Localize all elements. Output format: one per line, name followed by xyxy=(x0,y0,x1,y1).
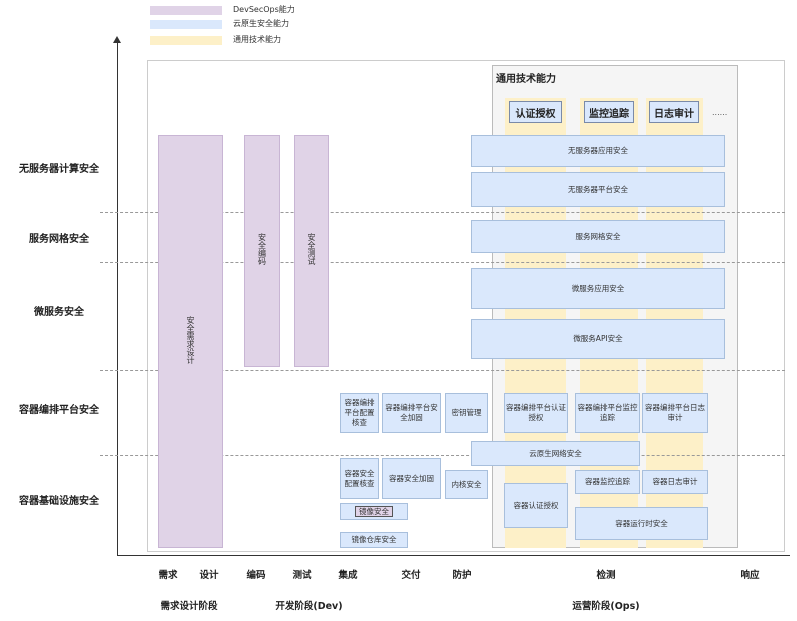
row-label-service-mesh: 服务网格安全 xyxy=(29,234,89,245)
box-container-monitor: 容器监控追踪 xyxy=(575,470,640,494)
box-network: 云原生网络安全 xyxy=(471,441,640,466)
y-axis xyxy=(117,42,118,556)
stage-label: 集成 xyxy=(338,570,358,581)
legend-label: 通用技术能力 xyxy=(233,35,281,44)
legend-label: 云原生安全能力 xyxy=(233,19,289,28)
more-ellipsis: ...... xyxy=(712,108,728,117)
header-log: 日志审计 xyxy=(649,101,699,123)
row-divider xyxy=(100,370,785,371)
box-microservice-api: 微服务API安全 xyxy=(471,319,725,359)
box-serverless-app: 无服务器应用安全 xyxy=(471,135,725,167)
box-image: 镜像安全 xyxy=(340,503,408,520)
box-orch-log: 容器编排平台日志审计 xyxy=(642,393,708,433)
legend-swatch-general xyxy=(150,36,222,45)
y-axis-arrow-icon xyxy=(113,36,121,43)
phase-label: 需求设计阶段 xyxy=(160,601,218,612)
stage-label: 防护 xyxy=(452,570,472,581)
general-capability-title: 通用技术能力 xyxy=(496,74,556,85)
box-orch-monitor: 容器编排平台监控追踪 xyxy=(575,393,640,433)
legend-swatch-devsecops xyxy=(150,6,222,15)
box-container-log: 容器日志审计 xyxy=(642,470,708,494)
row-divider xyxy=(100,262,785,263)
bar-security-testing: 安全测试 xyxy=(294,135,329,367)
stage-label: 检测 xyxy=(596,570,616,581)
box-serverless-platform: 无服务器平台安全 xyxy=(471,172,725,207)
box-registry: 镜像仓库安全 xyxy=(340,532,408,548)
bar-label: 安全编码 xyxy=(257,233,267,265)
box-orch-config: 容器编排平台配置核查 xyxy=(340,393,379,433)
box-orch-auth: 容器编排平台认证授权 xyxy=(504,393,568,433)
row-label-orchestration: 容器编排平台安全 xyxy=(19,405,99,416)
box-container-auth: 容器认证授权 xyxy=(504,483,568,528)
bar-label: 安全测试 xyxy=(307,233,316,265)
row-divider xyxy=(100,212,785,213)
outer-frame xyxy=(147,60,785,552)
phase-label: 开发阶段(Dev) xyxy=(275,601,343,612)
row-label-microservice: 微服务安全 xyxy=(34,307,84,318)
legend-swatch-cloud-native xyxy=(150,20,222,29)
box-orch-harden: 容器编排平台安全加固 xyxy=(382,393,441,433)
box-kernel: 内核安全 xyxy=(445,470,488,499)
bar-security-requirements: 安全需求设计 xyxy=(158,135,223,548)
box-container-harden: 容器安全加固 xyxy=(382,458,441,499)
stage-label: 交付 xyxy=(401,570,421,581)
box-microservice-app: 微服务应用安全 xyxy=(471,268,725,309)
phase-label: 运营阶段(Ops) xyxy=(572,601,640,612)
box-runtime: 容器运行时安全 xyxy=(575,507,708,540)
stage-label: 响应 xyxy=(740,570,760,581)
row-label-container-infra: 容器基础设施安全 xyxy=(19,496,99,507)
box-service-mesh: 服务网格安全 xyxy=(471,220,725,253)
header-auth: 认证授权 xyxy=(509,101,562,123)
stage-label: 需求 xyxy=(158,570,178,581)
header-monitor: 监控追踪 xyxy=(584,101,634,123)
bar-label: 安全需求设计 xyxy=(186,316,195,364)
x-axis xyxy=(117,555,790,556)
stage-label: 设计 xyxy=(199,570,219,581)
box-image-label: 镜像安全 xyxy=(355,505,393,518)
box-key-mgmt: 密钥管理 xyxy=(445,393,488,433)
stage-label: 测试 xyxy=(292,570,312,581)
box-container-config: 容器安全配置核查 xyxy=(340,458,379,499)
stage-label: 编码 xyxy=(246,570,266,581)
row-label-serverless: 无服务器计算安全 xyxy=(19,164,99,175)
bar-secure-coding: 安全编码 xyxy=(244,135,280,367)
legend-label: DevSecOps能力 xyxy=(233,5,295,14)
row-divider xyxy=(100,455,785,456)
